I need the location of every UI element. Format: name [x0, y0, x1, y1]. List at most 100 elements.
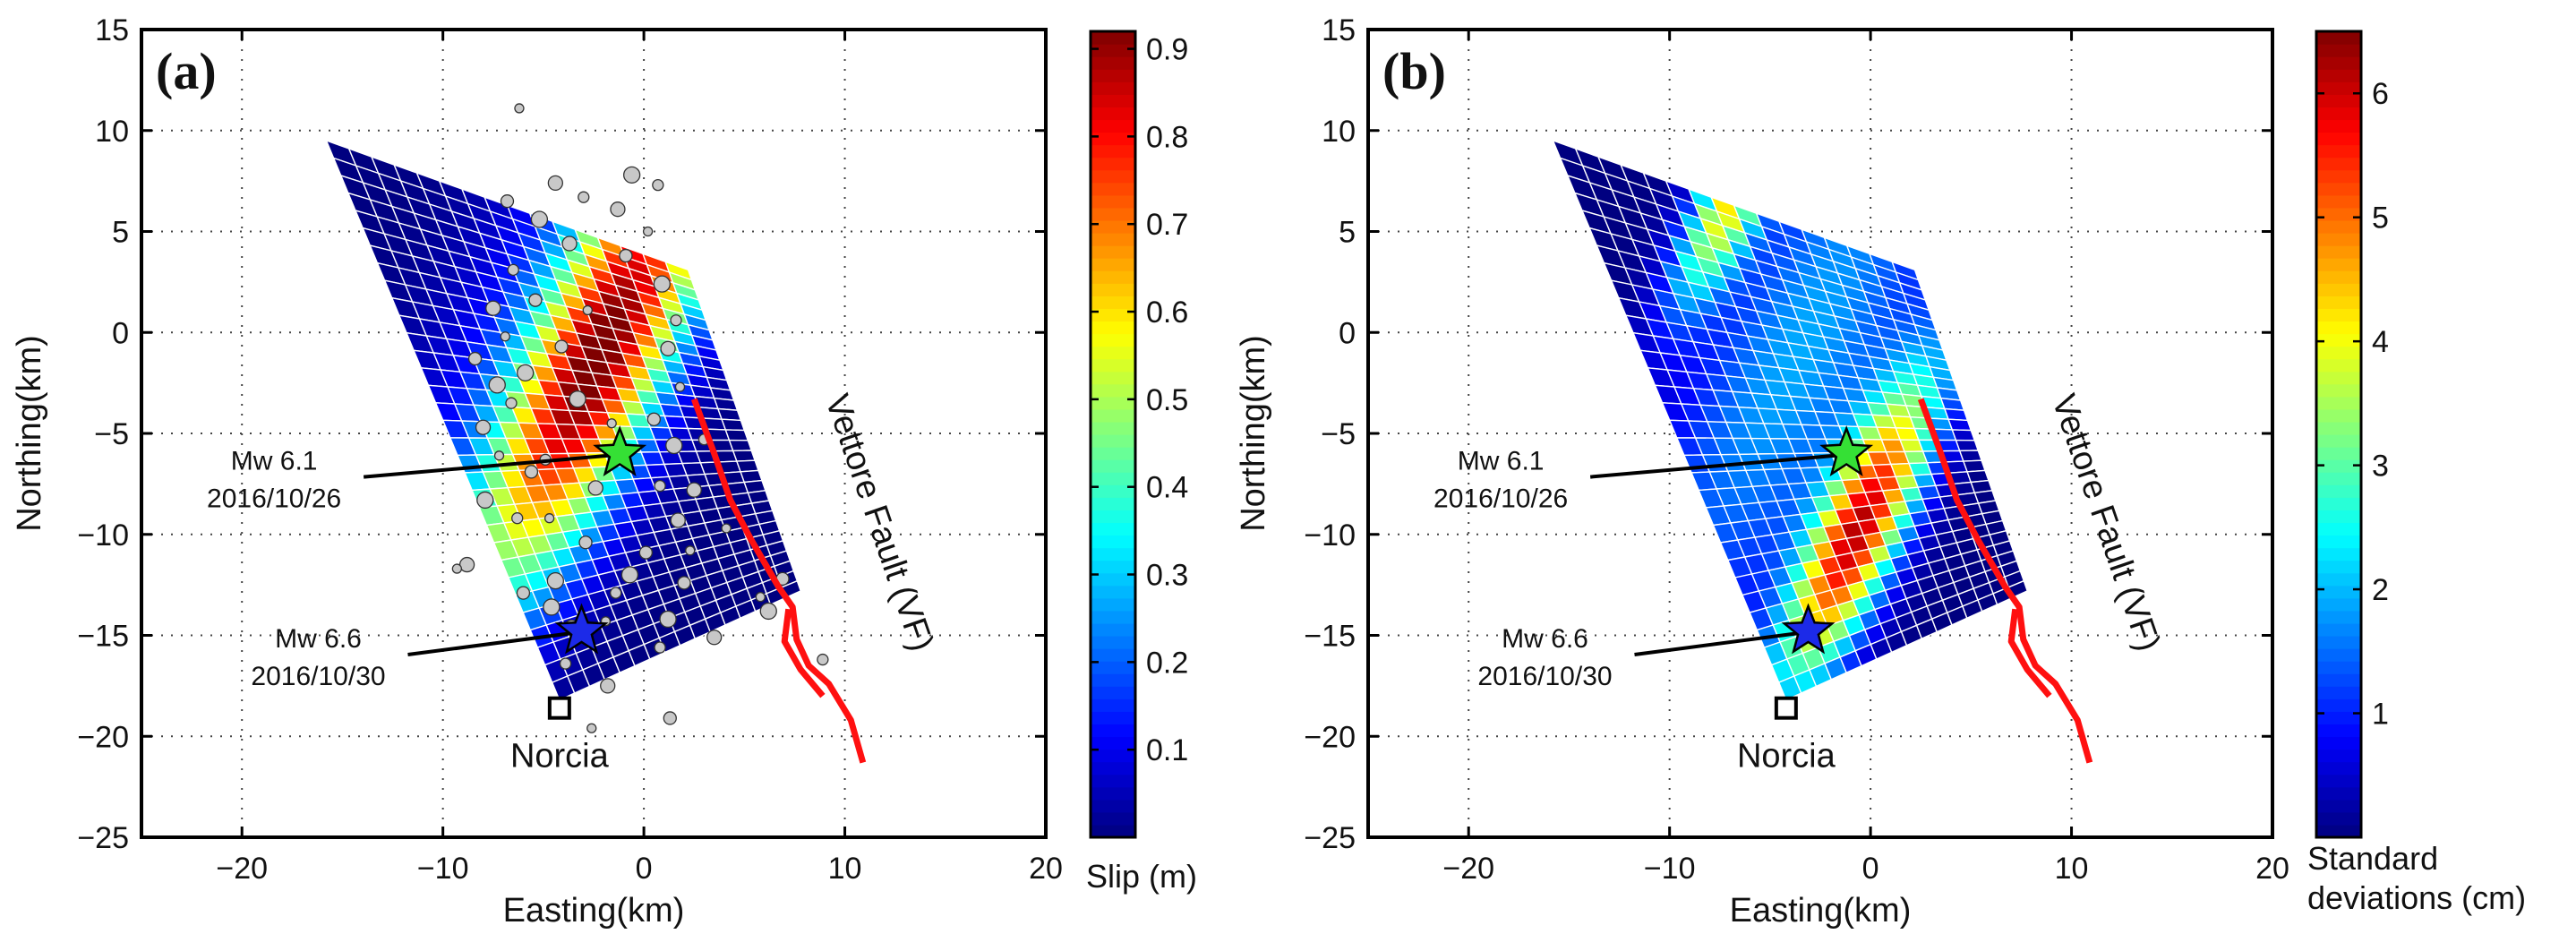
- aftershock-marker: [500, 331, 510, 342]
- y-tick-label: −10: [1304, 518, 1356, 553]
- aftershock-marker: [517, 364, 535, 382]
- colorbar-segment: [1091, 346, 1135, 360]
- colorbar-segment: [2316, 560, 2361, 574]
- colorbar-segment: [2316, 786, 2361, 801]
- aftershock-marker: [569, 390, 586, 408]
- fault-cell: [1943, 407, 1969, 422]
- colorbar-segment: [1091, 219, 1135, 234]
- fault-trace: [1917, 398, 2093, 764]
- colorbar-segment: [2316, 597, 2361, 612]
- colorbar-segment: [1091, 547, 1135, 561]
- aftershock-marker: [582, 304, 593, 316]
- aftershock-marker: [546, 571, 565, 590]
- colorbar-segment: [2316, 119, 2361, 133]
- colorbar-segment: [1091, 510, 1135, 524]
- colorbar-segment: [1091, 69, 1135, 82]
- event-date-label: 2016/10/26: [207, 484, 341, 514]
- colorbar-segment: [2316, 333, 2361, 347]
- aftershock-marker: [759, 602, 777, 621]
- colorbar-segment: [2316, 434, 2361, 448]
- colorbar-segment: [1091, 233, 1135, 246]
- colorbar-segment: [2316, 673, 2361, 687]
- colorbar-segment: [1091, 245, 1135, 259]
- colorbar: 0.1 0.2 0.3 0.4 0.5 0.6 0.7 0.8 0.9 Slip (m): [1086, 30, 1197, 895]
- colorbar-segment: [1091, 597, 1135, 612]
- colorbar-segment: [2316, 459, 2361, 473]
- colorbar-segment: [2316, 94, 2361, 107]
- aftershock-marker: [642, 226, 654, 237]
- aftershock-marker: [507, 263, 519, 276]
- colorbar-segment: [1091, 56, 1135, 70]
- colorbar-segment: [1091, 686, 1135, 699]
- colorbar-segment: [2316, 383, 2361, 398]
- aftershock-marker: [475, 419, 492, 435]
- fault-cell: [724, 429, 749, 441]
- aftershock-marker: [587, 480, 603, 496]
- colorbar-tick-label: 0.6: [1146, 296, 1188, 330]
- y-tick-label: −25: [1304, 821, 1356, 855]
- fault-cell: [1951, 429, 1976, 441]
- aftershock-marker: [654, 479, 666, 493]
- event-magnitude-label: Mw 6.6: [1502, 624, 1588, 654]
- y-tick-label: −10: [77, 518, 129, 553]
- colorbar-segment: [2316, 207, 2361, 221]
- y-tick-label: −5: [1321, 417, 1356, 451]
- colorbar-segment: [1091, 560, 1135, 574]
- colorbar-segment: [1091, 711, 1135, 725]
- aftershock-marker: [670, 512, 686, 528]
- panel-label: (b): [1382, 42, 1446, 100]
- aftershock-marker: [524, 465, 539, 479]
- fault-cell: [728, 439, 753, 452]
- town-marker: [547, 696, 571, 720]
- aftershock-marker: [677, 576, 691, 590]
- fault-trace: [690, 398, 867, 764]
- colorbar-segment: [2316, 535, 2361, 549]
- colorbar-tick-label: 1: [2372, 698, 2389, 732]
- x-tick-label: −10: [417, 852, 469, 886]
- event-magnitude-label: Mw 6.6: [275, 624, 362, 654]
- x-tick-label: −20: [1442, 852, 1494, 886]
- colorbar-segment: [1091, 585, 1135, 599]
- colorbar-segment: [2316, 447, 2361, 460]
- colorbar-frame: [1089, 30, 1137, 839]
- fault-cell: [735, 459, 759, 473]
- aftershock-marker: [559, 657, 572, 670]
- colorbar-segment: [1091, 283, 1135, 296]
- colorbar-segment: [1091, 698, 1135, 712]
- aftershock-marker: [663, 711, 677, 725]
- event-star-icon: [1819, 425, 1874, 477]
- colorbar-segment: [2316, 711, 2361, 725]
- colorbar-tick-label: 0.2: [1146, 646, 1188, 680]
- colorbar-label: Slip (m): [1086, 858, 1197, 895]
- event-magnitude-label: Mw 6.1: [231, 447, 318, 476]
- event-date-label: 2016/10/26: [1433, 484, 1568, 514]
- colorbar-segment: [2316, 233, 2361, 246]
- colorbar-segment: [1091, 824, 1135, 838]
- aftershock-marker: [817, 653, 829, 666]
- aftershock-marker: [721, 523, 732, 534]
- colorbar-segment: [2316, 132, 2361, 146]
- aftershock-marker: [516, 586, 531, 600]
- x-tick-label: 0: [1862, 852, 1879, 886]
- colorbar-segment: [1091, 408, 1135, 423]
- town-label: Norcia: [510, 738, 610, 775]
- x-axis-label: Easting(km): [503, 892, 685, 930]
- colorbar-segment: [1091, 749, 1135, 763]
- aftershock-marker: [554, 339, 569, 354]
- colorbar-segment: [2316, 661, 2361, 674]
- y-tick-label: −15: [77, 620, 129, 654]
- colorbar-segment: [1091, 673, 1135, 687]
- aftershock-marker: [654, 641, 666, 654]
- colorbar-segment: [1091, 535, 1135, 549]
- fault-cell: [1962, 459, 1986, 473]
- colorbar-segment: [1091, 44, 1135, 57]
- colorbar-segment: [1091, 421, 1135, 435]
- aftershock-marker: [528, 293, 543, 307]
- colorbar-segment: [2316, 749, 2361, 763]
- colorbar-segment: [1091, 207, 1135, 221]
- colorbar-label-line: deviations (cm): [2307, 879, 2526, 916]
- colorbar-tick-label: 0.8: [1146, 120, 1188, 154]
- colorbar-segment: [2316, 522, 2361, 536]
- colorbar-segment: [1091, 799, 1135, 813]
